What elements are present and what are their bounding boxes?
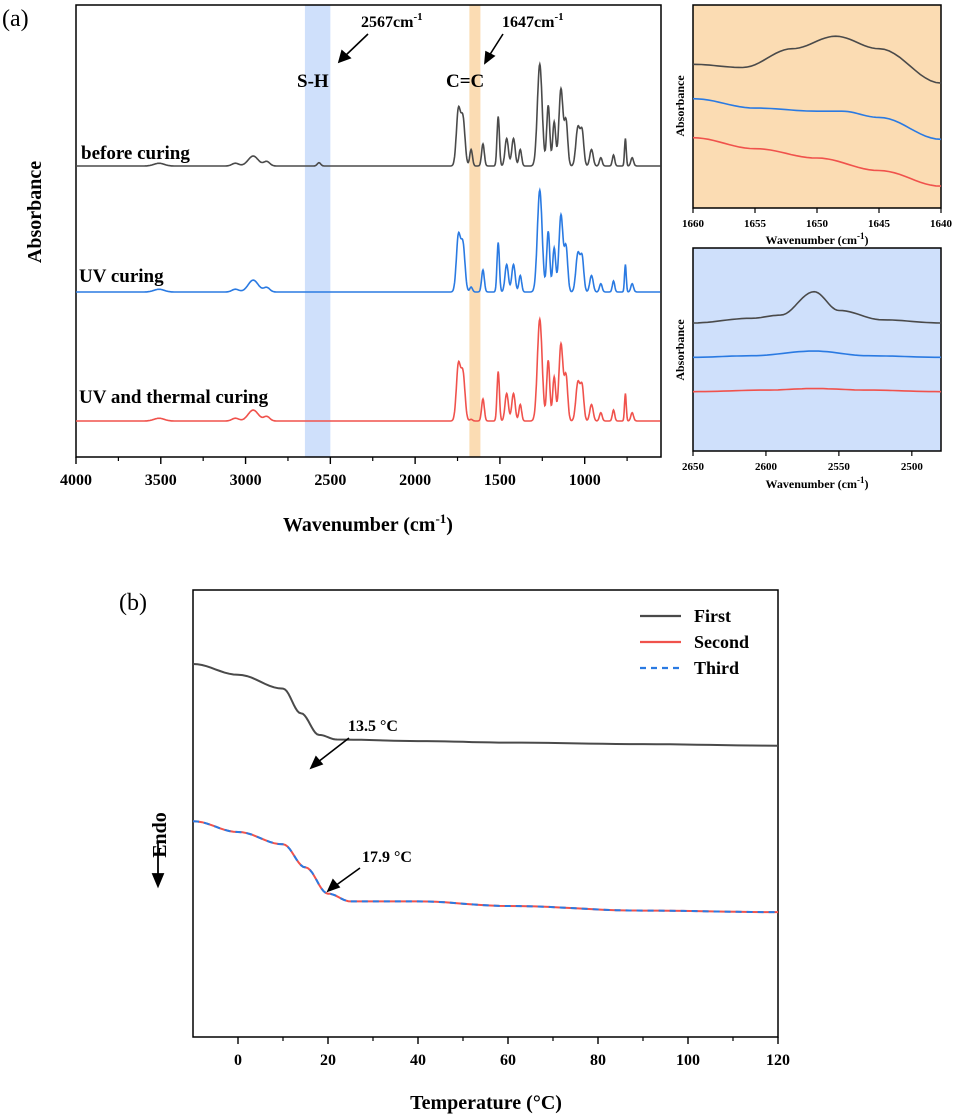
x-tick-label-b: 120 <box>766 1052 790 1069</box>
dsc-curves <box>192 663 779 914</box>
y-axis-title-a: Absorbance <box>24 161 46 263</box>
endo-arrow-icon <box>151 842 165 889</box>
inset-line <box>692 290 942 324</box>
label-before-curing: before curing <box>81 143 190 164</box>
x-tick-label-a: 3500 <box>145 472 177 489</box>
peak-arrows-a <box>337 33 504 65</box>
x-tick-label-a: 1000 <box>569 472 601 489</box>
panel-label-a: (a) <box>2 6 29 32</box>
x-tick-label-inset: 1655 <box>744 218 767 230</box>
x-tick-label-a: 4000 <box>60 472 92 489</box>
plot-frame-b <box>192 589 779 1038</box>
peak-2567-label: 2567cm-1 <box>361 11 423 31</box>
label-uv-curing: UV curing <box>79 266 164 287</box>
x-tick-label-inset: 1645 <box>868 218 891 230</box>
x-tick-label-a: 3000 <box>230 472 262 489</box>
x-tick-label-b: 20 <box>320 1052 336 1069</box>
annotation-13-5: 13.5 °C <box>348 718 398 735</box>
y-axis-title-inset-cc: Absorbance <box>673 75 687 137</box>
legend-third: Third <box>694 658 739 678</box>
sh-band-label: S-H <box>297 71 329 92</box>
y-axis-title-b: Endo <box>149 812 171 858</box>
inset-cc-frame <box>692 4 942 209</box>
inset-line <box>692 97 942 141</box>
x-tick-label-inset: 1650 <box>806 218 829 230</box>
panel-a-ftir-chart: (a) 4000 3500 3000 2500 2000 1500 1000 S-H C=C… <box>2 4 662 536</box>
dsc-line <box>192 820 778 914</box>
dsc-line <box>192 820 778 914</box>
x-axis-title-b: Temperature (°C) <box>410 1092 562 1114</box>
spectrum-line <box>76 316 661 422</box>
spectrum-line <box>76 61 661 167</box>
x-tick-label-a: 2000 <box>399 472 431 489</box>
x-tick-label-inset: 2650 <box>682 461 705 473</box>
legend-first: First <box>694 606 731 626</box>
legend-second: Second <box>694 632 749 652</box>
x-axis-title-a: Wavenumber (cm-1) <box>283 511 453 536</box>
plot-frame-a <box>75 4 662 458</box>
spectra-inset-cc <box>692 35 942 187</box>
x-axis-title-inset-cc: Wavenumber (cm-1) <box>766 231 869 247</box>
x-axis-title-inset-sh: Wavenumber (cm-1) <box>766 475 869 491</box>
x-axis-inset-sh: 2650 2600 2550 2500 <box>682 451 923 473</box>
inset-line <box>692 35 942 84</box>
x-tick-label-inset: 1660 <box>682 218 705 230</box>
inset-cc-chart: 1660 1655 1650 1645 1640 Absorbance Wavenumb… <box>673 4 953 247</box>
x-axis-inset-cc: 1660 1655 1650 1645 1640 <box>682 208 953 230</box>
spectrum-line <box>76 187 661 293</box>
y-axis-title-inset-sh: Absorbance <box>673 319 687 381</box>
x-tick-label-b: 80 <box>590 1052 606 1069</box>
x-tick-label-inset: 2550 <box>828 461 851 473</box>
x-tick-label-inset: 2600 <box>755 461 778 473</box>
inset-line <box>692 136 942 187</box>
annotation-17-9: 17.9 °C <box>362 849 412 866</box>
x-tick-label-inset: 1640 <box>930 218 953 230</box>
x-tick-label-inset: 2500 <box>901 461 924 473</box>
label-uv-thermal-curing: UV and thermal curing <box>79 387 269 408</box>
spectra-inset-sh <box>692 290 942 393</box>
inset-line <box>693 350 941 359</box>
x-axis-b: 0 20 40 60 80 100 120 <box>234 1037 790 1069</box>
x-tick-label-a: 2500 <box>314 472 346 489</box>
spectra-a <box>76 61 661 422</box>
cc-band-label: C=C <box>446 71 484 92</box>
legend-b: First Second Third <box>640 606 749 678</box>
inset-sh-frame <box>692 247 942 452</box>
x-tick-label-b: 0 <box>234 1052 242 1069</box>
annotation-arrows-b <box>309 737 361 893</box>
inset-line <box>692 387 942 393</box>
x-tick-label-b: 40 <box>410 1052 426 1069</box>
band-sh-highlight <box>304 5 331 457</box>
panel-b-dsc-chart: (b) 0 20 40 60 80 100 120 First Second Third 1… <box>119 589 790 1114</box>
inset-sh-chart: 2650 2600 2550 2500 Absorbance Wavenumber (… <box>673 247 942 491</box>
peak-1647-label: 1647cm-1 <box>502 11 564 31</box>
x-tick-label-b: 100 <box>676 1052 700 1069</box>
x-tick-label-a: 1500 <box>484 472 516 489</box>
dsc-line <box>192 663 779 747</box>
x-tick-label-b: 60 <box>500 1052 516 1069</box>
x-axis-a: 4000 3500 3000 2500 2000 1500 1000 <box>60 457 628 489</box>
panel-label-b: (b) <box>119 590 147 616</box>
band-cc-highlight <box>469 5 481 457</box>
